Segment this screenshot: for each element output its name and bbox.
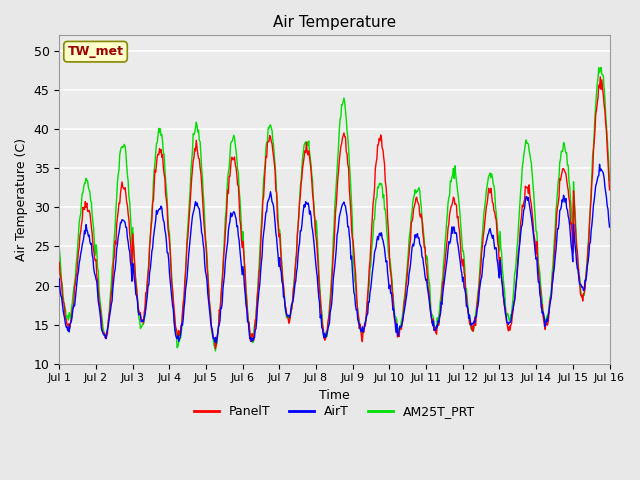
AirT [596,161,604,167]
PanelT [212,346,220,351]
AM25T_PRT [207,310,214,316]
Y-axis label: Air Temperature (C): Air Temperature (C) [15,138,28,261]
Text: TW_met: TW_met [68,45,124,58]
AM25T_PRT [605,178,613,183]
AM25T_PRT [122,149,130,155]
PanelT [207,315,214,321]
PanelT [605,187,613,193]
Title: Air Temperature: Air Temperature [273,15,396,30]
AM25T_PRT [178,324,186,330]
PanelT [122,191,130,197]
AirT [402,297,410,303]
AirT [605,224,613,230]
AM25T_PRT [402,279,410,285]
AM25T_PRT [65,310,73,315]
PanelT [56,260,63,265]
AM25T_PRT [56,246,63,252]
AirT [207,320,214,326]
AirT [122,225,130,230]
AirT [56,276,63,282]
AM25T_PRT [212,348,220,354]
AirT [178,321,186,326]
Legend: PanelT, AirT, AM25T_PRT: PanelT, AirT, AM25T_PRT [189,400,480,423]
X-axis label: Time: Time [319,389,350,402]
PanelT [418,217,426,223]
PanelT [402,283,410,289]
Line: AirT: AirT [60,164,609,343]
Line: PanelT: PanelT [60,77,609,348]
AirT [65,329,73,335]
AM25T_PRT [418,216,426,222]
AirT [418,254,426,260]
PanelT [178,322,186,327]
Line: AM25T_PRT: AM25T_PRT [60,68,609,351]
PanelT [65,327,73,333]
AirT [212,340,220,346]
PanelT [596,74,604,80]
AM25T_PRT [597,65,605,71]
